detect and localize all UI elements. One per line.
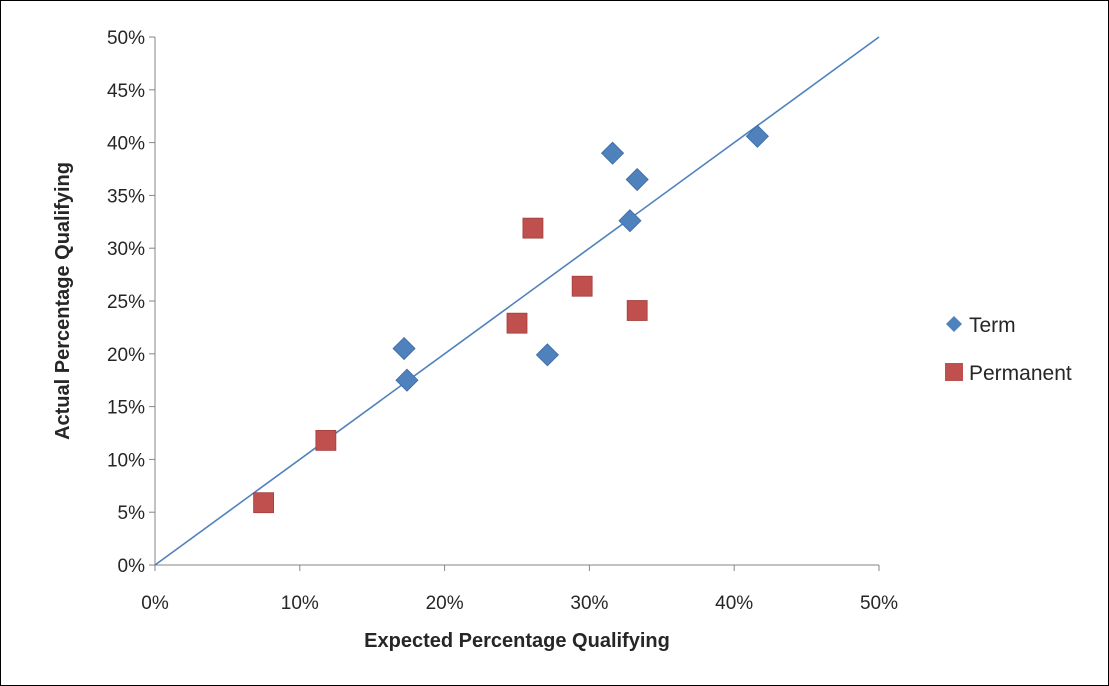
y-tick-label: 40%: [107, 134, 145, 155]
term-point: [395, 368, 419, 392]
term-point: [601, 141, 625, 165]
y-tick-label: 25%: [107, 292, 145, 313]
permanent-point: [626, 300, 648, 321]
y-axis-title: Actual Percentage Qualifying: [52, 162, 74, 440]
term-point: [745, 124, 769, 148]
y-tick-label: 30%: [107, 239, 145, 260]
axes: 0% 5% 10% 15% 20% 25% 30% 35% 40% 45% 50% 0% 10% 20% 3…: [107, 28, 898, 614]
y-tick-label: 5%: [118, 503, 146, 524]
x-tick-label: 40%: [715, 593, 753, 614]
permanent-point: [522, 217, 544, 239]
points-layer: [253, 124, 769, 514]
reference-line-layer: [154, 36, 880, 566]
permanent-point: [506, 312, 528, 334]
legend-term-marker: [946, 316, 962, 332]
term-point: [618, 209, 642, 233]
y-tick-label: 0%: [118, 556, 146, 577]
y-tick-label: 15%: [107, 398, 145, 419]
legend-term-label: Term: [969, 314, 1016, 337]
reference-line: [154, 36, 880, 566]
x-tick-label: 10%: [281, 593, 319, 614]
y-tick-label: 20%: [107, 345, 145, 366]
y-tick-label: 35%: [107, 186, 145, 207]
term-point: [392, 336, 416, 361]
x-axis-title: Expected Percentage Qualifying: [364, 630, 670, 652]
legend: Term Permanent: [945, 314, 1072, 385]
x-tick-label: 50%: [860, 593, 898, 614]
y-tick-label: 50%: [107, 28, 145, 49]
permanent-point: [253, 492, 275, 514]
legend-permanent-marker: [945, 363, 963, 381]
term-point: [625, 167, 649, 192]
x-tick-label: 20%: [426, 593, 464, 614]
x-tick-label: 30%: [570, 593, 608, 614]
y-tick-label: 10%: [107, 450, 145, 471]
x-tick-label: 0%: [141, 593, 169, 614]
term-point: [535, 343, 559, 367]
y-tick-label: 45%: [107, 81, 145, 102]
permanent-point: [315, 429, 337, 451]
permanent-point: [571, 275, 593, 297]
legend-permanent-label: Permanent: [969, 362, 1072, 385]
